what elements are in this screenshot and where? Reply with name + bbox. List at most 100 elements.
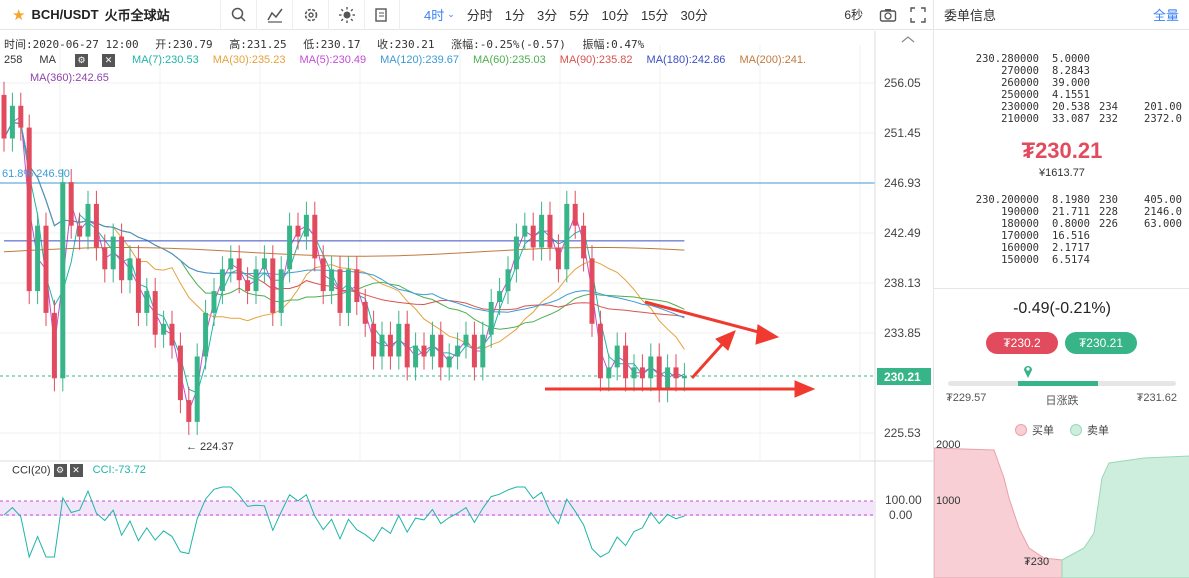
- copy-icon[interactable]: [364, 0, 400, 30]
- price-axis-label: 225.53: [884, 426, 921, 440]
- candle-body: [85, 203, 91, 237]
- cci-close-icon[interactable]: ✕: [69, 464, 83, 477]
- depth-mid-price: ₮230: [1024, 556, 1049, 568]
- current-price-value: 230.21: [884, 370, 921, 384]
- candle-body: [177, 345, 183, 401]
- candle-body: [581, 225, 587, 259]
- bid-row[interactable]: 170000 16.516: [1001, 230, 1090, 242]
- indicator-icon[interactable]: [256, 0, 292, 30]
- cny-price: ¥1613.77: [1039, 167, 1085, 179]
- cci-legend: CCI(20) ⚙ ✕ CCI:-73.72: [12, 464, 146, 477]
- ohlc-info: 时间:2020-06-27 12:00 开:230.79 高:231.25 低:…: [4, 36, 654, 52]
- ask-row[interactable]: 250000 4.1551: [1001, 89, 1090, 101]
- interval-4h[interactable]: 4时 ⌄: [424, 8, 455, 23]
- kline-chart[interactable]: 256.05 251.45 246.93 242.49 238.13 233.85 225.…: [0, 31, 933, 578]
- kline-svg[interactable]: 256.05 251.45 246.93 242.49 238.13 233.85 225.…: [0, 31, 933, 578]
- candle-body: [102, 247, 108, 270]
- ask-row[interactable]: 260000 39.000: [1001, 77, 1090, 89]
- interval-15m[interactable]: 15分: [640, 8, 669, 23]
- candle-body: [60, 182, 66, 379]
- candle-body: [522, 225, 528, 237]
- ask-row[interactable]: 210000 33.087 232 2372.0: [1001, 113, 1182, 125]
- candle-body: [219, 269, 225, 292]
- candle-body: [329, 269, 335, 292]
- depth-axis-2000: 2000: [936, 439, 960, 451]
- candle-body: [278, 269, 284, 313]
- candle-body: [144, 291, 150, 313]
- legend-sell[interactable]: 卖单: [1070, 422, 1109, 438]
- chart-toolbar: ★ BCH/USDT 火币全球站 4时 ⌄ 分时 1分 3分 5分 10分 15分…: [0, 0, 933, 30]
- candle-body: [287, 225, 293, 270]
- ma-close-icon[interactable]: ✕: [101, 54, 115, 67]
- ma-legend-item: MA(5):230.49: [299, 54, 367, 67]
- candle-body: [497, 291, 503, 302]
- full-depth-link[interactable]: 全量: [1152, 8, 1179, 23]
- ask-row[interactable]: 230.280000 5.0000: [975, 53, 1090, 65]
- interval-5m[interactable]: 5分: [569, 8, 590, 23]
- favorite-star-icon[interactable]: ★: [12, 6, 26, 24]
- candle-body: [631, 367, 637, 379]
- theme-sun-icon[interactable]: [328, 0, 364, 30]
- candle-body: [623, 345, 629, 379]
- depth-chart[interactable]: 2000 1000 ₮230: [934, 438, 1189, 578]
- ma-row-prefix: 258 MA: [4, 54, 56, 67]
- info-change: 涨幅:-0.25%(-0.57): [451, 38, 566, 51]
- gear-icon[interactable]: [292, 0, 328, 30]
- range-low: ₮229.57: [946, 392, 987, 404]
- depth-axis-1000: 1000: [936, 495, 960, 507]
- bid-row[interactable]: 150000 6.5174: [1001, 254, 1090, 266]
- price-axis-label: 238.13: [884, 276, 921, 290]
- symbol-title[interactable]: ★ BCH/USDT 火币全球站: [0, 5, 220, 24]
- ma-legend-item: MA(60):235.03: [473, 54, 546, 67]
- price-change: -0.49(-0.21%): [1013, 300, 1111, 317]
- bid-row[interactable]: 180000 0.8000 226 63.000: [1001, 218, 1182, 230]
- candle-body: [194, 356, 200, 422]
- current-price-tag: [877, 368, 931, 385]
- bid-row[interactable]: 230.200000 8.1980 230 405.00: [975, 194, 1182, 206]
- bid-row[interactable]: 190000 21.711 228 2146.0: [1001, 206, 1182, 218]
- candle-body: [152, 291, 158, 335]
- candle-body: [312, 214, 318, 259]
- ask-row[interactable]: 270000 8.2843: [1001, 65, 1090, 77]
- ma-settings-icon[interactable]: ⚙: [74, 54, 88, 67]
- interval-30m[interactable]: 30分: [680, 8, 708, 23]
- ma360-label: MA(360):242.65: [30, 72, 109, 84]
- bid-row[interactable]: 160000 2.1717: [1001, 242, 1090, 254]
- legend-buy[interactable]: 买单: [1015, 422, 1054, 438]
- candle-body: [93, 203, 99, 248]
- sell-price-button[interactable]: ₮230.2: [986, 332, 1058, 354]
- interval-3m[interactable]: 3分: [537, 8, 558, 23]
- ask-row[interactable]: 230000 20.538 234 201.00: [1001, 101, 1182, 113]
- candle-body: [455, 345, 461, 357]
- candle-body: [555, 247, 561, 270]
- cci-settings-icon[interactable]: ⚙: [53, 464, 67, 477]
- info-low: 低:230.17: [303, 38, 361, 51]
- candle-body: [547, 214, 553, 248]
- interval-1m[interactable]: 1分: [504, 8, 526, 23]
- fullscreen-icon[interactable]: [903, 6, 933, 23]
- candle-body: [119, 236, 125, 281]
- buy-price-button[interactable]: ₮230.21: [1065, 332, 1137, 354]
- camera-icon[interactable]: [873, 7, 903, 23]
- candle-body: [68, 182, 74, 226]
- collapse-chevron-icon[interactable]: [898, 32, 918, 43]
- search-icon[interactable]: [220, 0, 256, 30]
- ma-legend-item: MA(30):235.23: [212, 54, 286, 67]
- cci-value: CCI:-73.72: [92, 464, 146, 477]
- candle-body: [429, 334, 435, 357]
- candle-body: [303, 214, 309, 237]
- candle-body: [362, 301, 368, 324]
- ma-line: [3, 121, 685, 319]
- candle-body: [446, 356, 452, 368]
- range-high: ₮231.62: [1136, 392, 1177, 404]
- interval-10m[interactable]: 10分: [601, 8, 629, 23]
- interval-timeline[interactable]: 分时: [466, 8, 493, 23]
- cci-level-0: 0.00: [889, 508, 913, 522]
- price-axis-label: 256.05: [884, 76, 921, 90]
- range-label: 日涨跌: [1045, 395, 1079, 407]
- candle-body: [26, 127, 32, 292]
- depth-buy-area: [934, 447, 1063, 578]
- candle-body: [236, 258, 242, 281]
- ma-line: [3, 121, 685, 394]
- ma-line: [3, 121, 685, 350]
